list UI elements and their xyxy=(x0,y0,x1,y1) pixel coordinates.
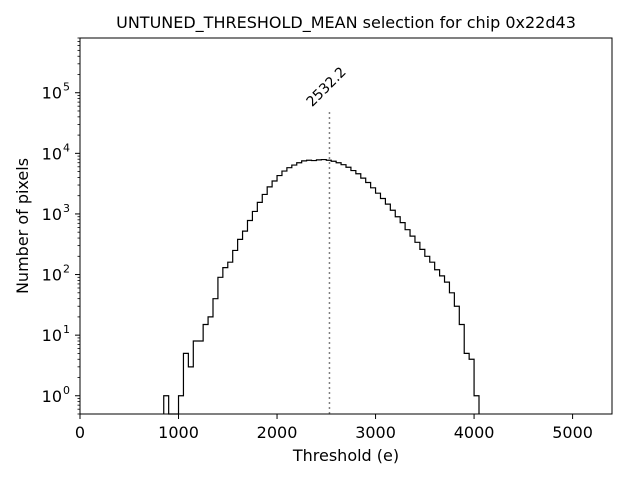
y-tick-label: 10 xyxy=(42,84,62,103)
y-tick-exponent: 1 xyxy=(63,323,70,336)
x-axis-ticks: 0 1000 2000 3000 4000 5000 xyxy=(75,414,593,442)
y-tick-exponent: 2 xyxy=(63,263,70,276)
x-tick-label: 5000 xyxy=(552,423,593,442)
x-tick-label: 3000 xyxy=(355,423,396,442)
x-tick-label: 4000 xyxy=(454,423,495,442)
y-tick-label: 10 xyxy=(42,266,62,285)
y-tick-exponent: 5 xyxy=(63,81,70,94)
y-axis-label: Number of pixels xyxy=(13,158,32,294)
y-tick-label: 10 xyxy=(42,205,62,224)
x-axis-label: Threshold (e) xyxy=(292,446,399,465)
y-tick-exponent: 4 xyxy=(63,141,70,154)
y-tick-label: 10 xyxy=(42,144,62,163)
y-tick-exponent: 0 xyxy=(63,384,70,397)
plot-frame xyxy=(79,37,613,415)
histogram-step-line xyxy=(163,158,480,415)
y-tick-label: 10 xyxy=(42,387,62,406)
x-tick-label: 1000 xyxy=(158,423,199,442)
chart-title: UNTUNED_THRESHOLD_MEAN selection for chi… xyxy=(116,13,576,33)
y-tick-exponent: 3 xyxy=(63,202,70,215)
x-tick-label: 0 xyxy=(75,423,85,442)
x-tick-label: 2000 xyxy=(257,423,298,442)
y-tick-label: 10 xyxy=(42,326,62,345)
